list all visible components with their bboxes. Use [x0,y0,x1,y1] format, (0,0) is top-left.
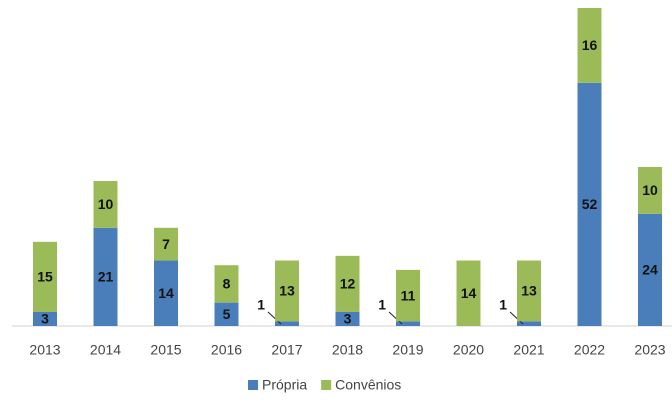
bar-segment [93,181,118,228]
bar-segment [93,227,118,326]
bar-segment [154,260,178,326]
data-label: 5 [223,306,231,322]
data-label: 7 [162,236,170,252]
bar-segment [396,269,420,322]
legend-label: Própria [262,377,307,393]
x-tick-label: 2019 [392,342,423,358]
bar-segment [214,302,239,326]
x-tick-label: 2017 [271,342,302,358]
x-tick-label: 2016 [211,342,242,358]
data-label: 14 [461,285,477,301]
x-tick-label: 2014 [90,342,121,358]
x-tick-label: 2018 [332,342,363,358]
bar-segment [335,311,360,326]
data-label: 52 [582,196,598,212]
bar-segment [577,82,602,326]
bar-segment [638,213,662,326]
data-label: 10 [98,196,114,212]
leader-line [388,311,403,325]
bar-segment [275,260,299,322]
x-tick-label: 2015 [150,342,181,358]
bar-segment [335,255,360,312]
data-label: 24 [642,262,658,278]
legend-swatch [248,380,258,390]
bar-segment [154,227,178,261]
bar-segment [517,321,541,326]
bar-segment [214,265,239,303]
data-label: 15 [37,269,53,285]
x-tick-label: 2021 [513,342,544,358]
data-label: 21 [98,269,114,285]
legend-label: Convênios [335,377,401,393]
bar-segment [33,311,57,326]
data-label: 1 [499,297,507,313]
data-label: 11 [401,287,416,303]
bar-segment [577,8,602,83]
bar-segment [396,321,420,326]
data-label: 13 [521,283,537,299]
data-label: 10 [642,182,658,198]
bar-segment [33,241,57,312]
data-label: 3 [41,311,49,327]
x-tick-label: 2013 [29,342,60,358]
bar-segment [456,260,481,326]
legend-swatch [321,380,332,390]
leader-line [509,311,524,325]
data-label: 1 [257,297,265,313]
x-tick-label: 2020 [453,342,484,358]
data-label: 8 [223,276,231,292]
data-label: 14 [158,285,174,301]
leader-line [267,311,282,325]
data-label: 13 [279,283,295,299]
x-tick-label: 2022 [574,342,605,358]
data-label: 16 [582,37,598,53]
x-tick-label: 2023 [634,342,665,358]
bar-segment [638,167,662,214]
data-label: 1 [378,297,386,313]
data-label: 3 [344,311,352,327]
bar-segment [517,260,541,322]
bar-segment [275,321,299,326]
data-label: 12 [340,276,356,292]
